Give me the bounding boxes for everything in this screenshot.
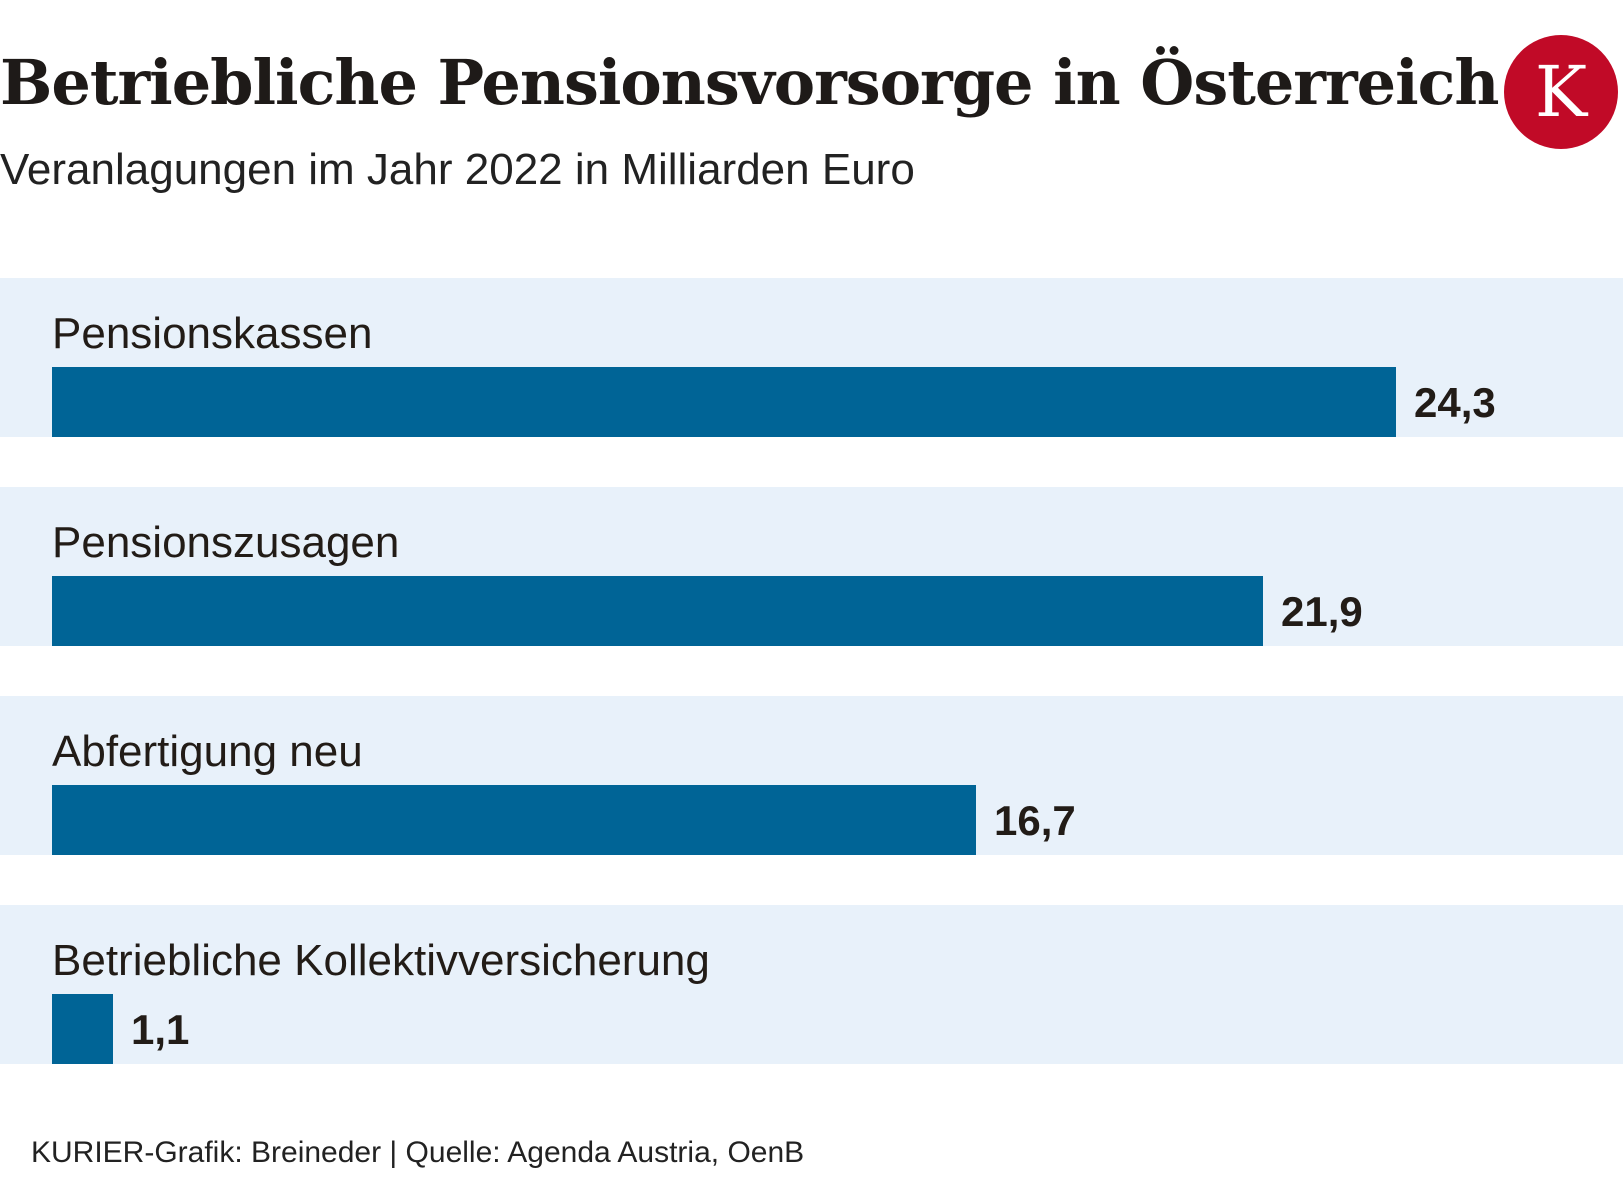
category-label: Pensionszusagen: [52, 518, 400, 567]
value-label: 21,9: [1281, 588, 1363, 635]
bar: [52, 994, 113, 1064]
value-label: 1,1: [131, 1006, 190, 1053]
bar-row: Betriebliche Kollektivversicherung 1,1: [0, 905, 1623, 1064]
chart-subtitle: Veranlagungen im Jahr 2022 in Milliarden…: [0, 145, 915, 194]
kurier-logo: K: [1504, 35, 1618, 149]
bar-row: Abfertigung neu 16,7: [0, 696, 1623, 855]
bar-row: Pensionszusagen 21,9: [0, 487, 1623, 646]
source-note: KURIER-Grafik: Breineder | Quelle: Agend…: [31, 1136, 805, 1169]
value-label: 16,7: [994, 797, 1076, 844]
bar: [52, 367, 1396, 437]
value-label: 24,3: [1414, 379, 1496, 426]
category-label: Betriebliche Kollektivversicherung: [52, 936, 710, 985]
bar: [52, 576, 1263, 646]
category-label: Pensionskassen: [52, 309, 373, 358]
bar: [52, 785, 976, 855]
chart-title: Betriebliche Pensionsvorsorge in Österre…: [0, 46, 1499, 119]
bar-row: Pensionskassen 24,3: [0, 278, 1623, 437]
category-label: Abfertigung neu: [52, 727, 363, 776]
